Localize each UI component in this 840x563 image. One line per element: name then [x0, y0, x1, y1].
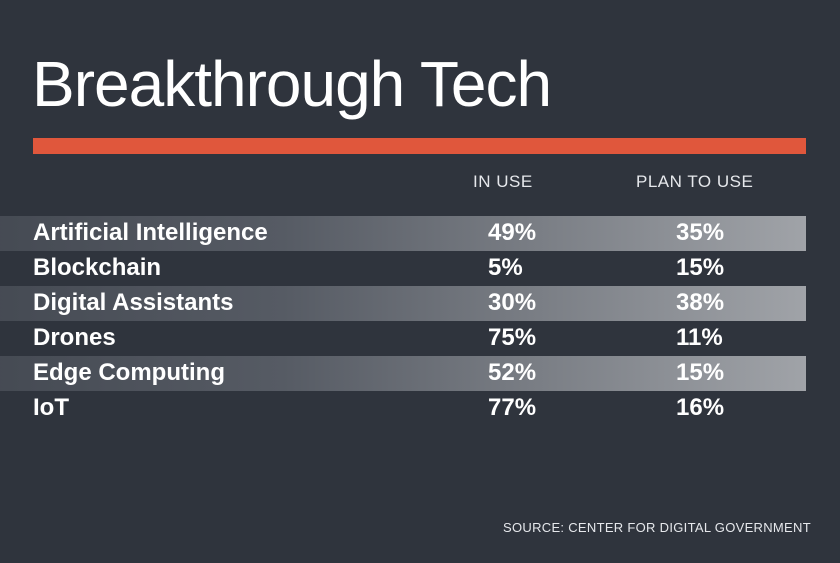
plan-to-use-value: 11% — [676, 324, 723, 351]
plan-to-use-value: 38% — [676, 289, 725, 316]
in-use-value: 52% — [488, 359, 537, 386]
table-row: Digital Assistants 30% 38% — [0, 286, 806, 321]
table-row: Drones 75% 11% — [0, 321, 806, 356]
row-label: Digital Assistants — [33, 289, 234, 316]
source-note: SOURCE: CENTER FOR DIGITAL GOVERNMENT — [503, 520, 811, 535]
table-row: Edge Computing 52% 15% — [0, 356, 806, 391]
data-table: Artificial Intelligence 49% 35% Blockchain 5… — [0, 216, 806, 426]
in-use-value: 5% — [488, 254, 523, 281]
table-row: Blockchain 5% 15% — [0, 251, 806, 286]
in-use-value: 75% — [488, 324, 537, 351]
column-header-in-use: IN USE — [473, 172, 533, 191]
table-row: Artificial Intelligence 49% 35% — [0, 216, 806, 251]
row-label: Artificial Intelligence — [33, 219, 268, 246]
column-header-plan-to-use: PLAN TO USE — [636, 172, 754, 191]
row-label: Edge Computing — [33, 359, 225, 386]
table-row: IoT 77% 16% — [0, 391, 806, 426]
in-use-value: 30% — [488, 289, 537, 316]
plan-to-use-value: 15% — [676, 254, 725, 281]
accent-bar — [33, 138, 806, 154]
plan-to-use-value: 15% — [676, 359, 725, 386]
in-use-value: 49% — [488, 219, 537, 246]
plan-to-use-value: 35% — [676, 219, 725, 246]
row-label: IoT — [33, 394, 69, 421]
plan-to-use-value: 16% — [676, 394, 725, 421]
row-label: Blockchain — [33, 254, 162, 281]
row-label: Drones — [33, 324, 116, 351]
page-title: Breakthrough Tech — [32, 48, 552, 120]
in-use-value: 77% — [488, 394, 537, 421]
